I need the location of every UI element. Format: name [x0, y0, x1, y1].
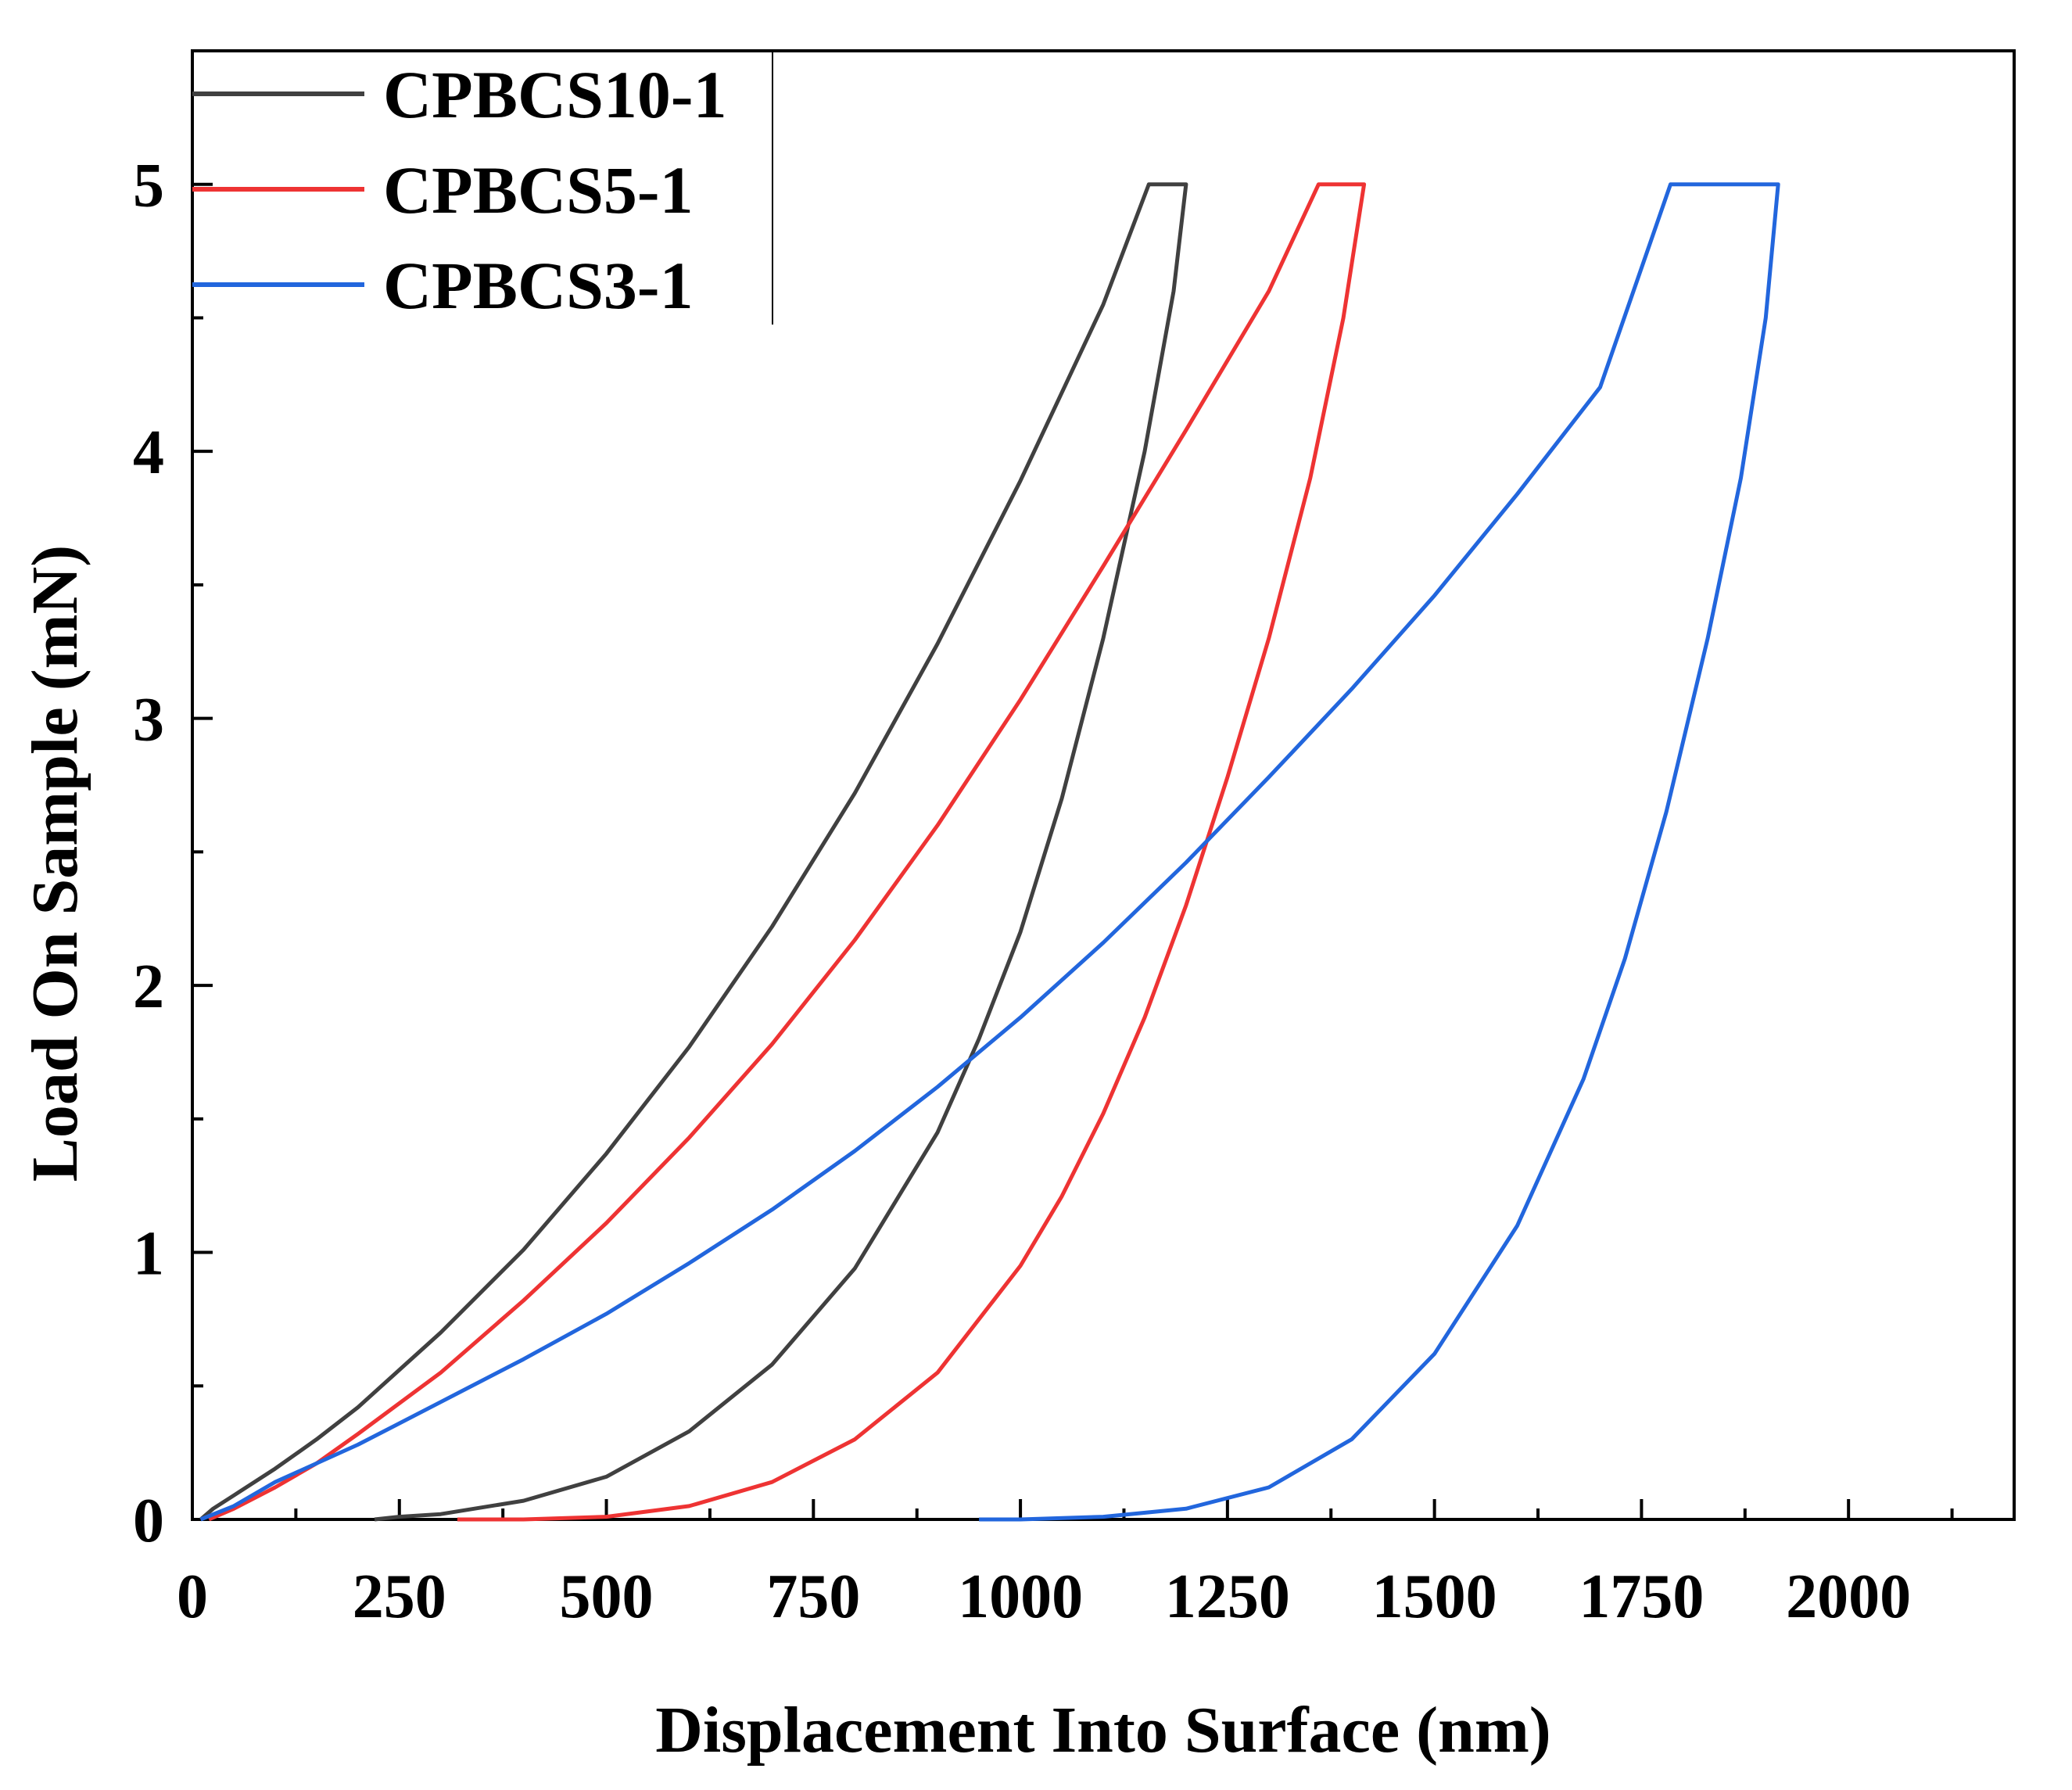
y-tick-label: 2: [133, 952, 164, 1021]
y-tick-label: 4: [133, 418, 164, 487]
x-axis-title: Displacement Into Surface (nm): [655, 1694, 1551, 1767]
x-tick-label: 1750: [1579, 1562, 1704, 1631]
y-tick-label: 1: [133, 1220, 164, 1289]
legend-label: CPBCS3-1: [383, 248, 694, 323]
x-tick-label: 0: [177, 1562, 208, 1631]
series-line-2: [208, 182, 1367, 1522]
plot-frame: [191, 49, 2016, 1521]
y-axis: 0 1 2 3 4 5: [133, 152, 213, 1555]
series-line-3: [199, 182, 1780, 1522]
x-axis: 0 250 500 750 1000 1250 1500 1750 2000: [177, 1499, 1954, 1631]
y-tick-label: 5: [133, 152, 164, 221]
x-tick-label: 1250: [1165, 1562, 1290, 1631]
x-tick-label: 500: [560, 1562, 654, 1631]
y-axis-title: Load On Sample (mN): [19, 545, 91, 1182]
x-tick-label: 1000: [958, 1562, 1083, 1631]
legend-label: CPBCS10-1: [383, 57, 727, 132]
x-tick-label: 1500: [1372, 1562, 1497, 1631]
series-line-1: [199, 182, 1188, 1522]
y-tick-label: 0: [133, 1487, 164, 1555]
y-tick-label: 3: [133, 686, 164, 755]
legend: CPBCS10-1 CPBCS5-1 CPBCS3-1: [192, 51, 773, 325]
x-tick-label: 250: [353, 1562, 446, 1631]
series-layer: [199, 182, 1780, 1522]
legend-label: CPBCS5-1: [383, 152, 694, 228]
x-tick-label: 750: [766, 1562, 860, 1631]
x-tick-label: 2000: [1786, 1562, 1911, 1631]
